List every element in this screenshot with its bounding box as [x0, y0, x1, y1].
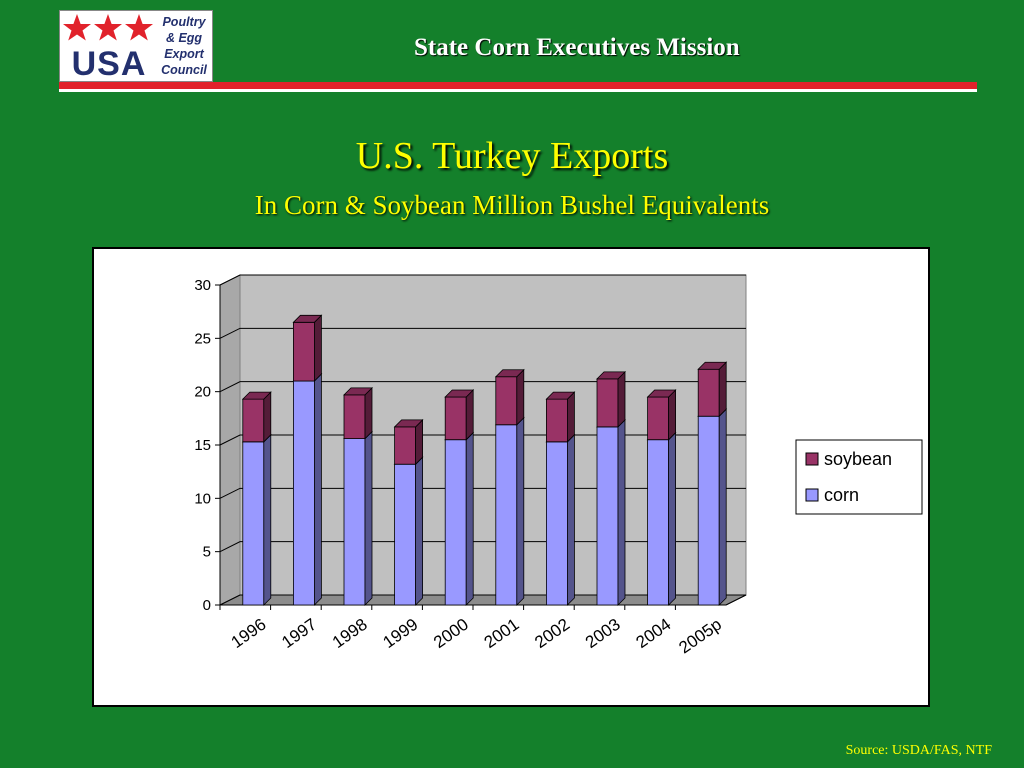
gridline: [219, 381, 746, 393]
legend-label-corn: corn: [824, 485, 859, 505]
bar-top-soybean: [545, 391, 576, 400]
stacked-bar-chart: 0 5 10 15 20 25 30 1996 1997 1998 1999 2000 2001 2002…: [194, 274, 923, 658]
bar-top-soybean: [393, 419, 424, 428]
bar-soybean: [242, 398, 265, 443]
x-category-label: 2001: [481, 615, 523, 652]
star-icon: [63, 14, 91, 41]
poultry-egg-export-council-logo: USA Poultry & Egg Export Council: [59, 10, 213, 82]
logo-line: Council: [161, 63, 207, 77]
logo-council-text: Poultry & Egg Export Council: [156, 14, 212, 78]
source-note: Source: USDA/FAS, NTF: [845, 743, 992, 758]
gridline: [219, 594, 746, 606]
y-tick-label: 0: [203, 597, 211, 614]
bar-soybean: [495, 376, 518, 426]
bar-soybean: [545, 398, 568, 443]
bar-side-corn: [566, 433, 575, 606]
bar-top-soybean: [241, 391, 272, 400]
bar-side-corn: [313, 373, 322, 606]
legend-box: [795, 439, 923, 515]
x-category-label: 1998: [329, 615, 371, 652]
y-tick-label: 30: [194, 277, 211, 294]
bar-top-soybean: [697, 361, 728, 370]
slide-subtitle: In Corn & Soybean Million Bushel Equival…: [254, 190, 770, 220]
x-category-label: 1999: [380, 615, 422, 652]
logo-line: & Egg: [165, 31, 203, 45]
bar-top-soybean: [494, 369, 525, 378]
logo-line: Poultry: [162, 15, 206, 29]
bar-side-soybean: [313, 314, 322, 382]
header-red-rule: [59, 82, 977, 89]
header-title: State Corn Executives Mission: [414, 34, 740, 61]
bar-top-soybean: [646, 389, 677, 398]
bar-top-soybean: [444, 389, 475, 398]
bar-top-soybean: [292, 314, 323, 323]
y-tick-label: 15: [194, 437, 211, 454]
logo-stars: [63, 14, 153, 41]
bar-side-soybean: [617, 370, 626, 428]
slide-title: U.S. Turkey Exports: [355, 135, 669, 177]
bar-corn: [292, 380, 315, 606]
bar-soybean: [647, 396, 669, 441]
x-category-label: 2005p: [675, 615, 725, 658]
bar-side-corn: [364, 430, 373, 606]
gridline: [219, 541, 746, 553]
y-tick-label: 10: [194, 490, 211, 507]
bar-corn: [596, 426, 619, 606]
bar-top-soybean: [343, 387, 373, 396]
bar-side-corn: [718, 408, 727, 606]
gridline: [219, 434, 746, 446]
legend-swatch-corn: [805, 488, 819, 502]
bar-corn: [242, 441, 265, 606]
bar-soybean: [596, 378, 619, 428]
x-category-label: 2002: [531, 615, 573, 652]
bar-corn: [343, 438, 366, 606]
bar-corn: [495, 424, 518, 606]
star-icon: [125, 14, 153, 41]
bar-side-soybean: [566, 391, 575, 443]
bar-side-soybean: [668, 389, 676, 441]
bar-side-corn: [263, 433, 272, 606]
y-tick-label: 20: [194, 384, 211, 401]
legend-label-soybean: soybean: [824, 449, 892, 469]
gridline: [219, 327, 746, 339]
legend-swatch-soybean: [805, 452, 819, 466]
logo-line: Export: [164, 47, 204, 61]
bar-side-corn: [516, 416, 525, 606]
y-tick-label: 5: [203, 544, 211, 561]
bar-side-corn: [617, 418, 626, 606]
star-icon: [94, 14, 122, 41]
gridline: [219, 274, 746, 286]
bar-side-soybean: [364, 386, 373, 440]
bar-side-soybean: [263, 391, 272, 443]
x-category-label: 1996: [228, 615, 270, 652]
bar-soybean: [444, 396, 467, 441]
bar-corn: [545, 441, 568, 606]
bar-corn: [394, 463, 417, 606]
x-category-label: 2000: [430, 615, 472, 652]
chart-panel: 0 5 10 15 20 25 30 1996 1997 1998 1999 2000 2001 2002…: [92, 247, 930, 707]
bar-side-corn: [668, 431, 676, 606]
bar-side-soybean: [415, 418, 424, 466]
bar-soybean: [394, 426, 417, 465]
logo-usa-word: USA: [71, 45, 147, 83]
bar-corn: [697, 415, 720, 606]
bar-side-soybean: [465, 389, 474, 441]
bar-side-soybean: [516, 368, 525, 426]
bar-side-corn: [465, 431, 474, 606]
header-white-rule: [59, 89, 977, 92]
bar-corn: [647, 439, 669, 606]
y-tick-label: 25: [194, 330, 211, 347]
x-category-label: 1997: [278, 615, 320, 652]
x-category-label: 2004: [633, 615, 675, 652]
bar-soybean: [343, 394, 366, 440]
x-axis-depth-line: [725, 594, 747, 606]
bar-top-soybean: [596, 371, 626, 380]
bar-soybean: [697, 368, 720, 417]
bar-corn: [444, 439, 467, 606]
bar-side-soybean: [718, 361, 727, 418]
x-category-label: 2003: [582, 615, 624, 652]
bar-soybean: [292, 321, 315, 382]
gridline: [219, 487, 746, 499]
bar-side-corn: [415, 456, 424, 606]
